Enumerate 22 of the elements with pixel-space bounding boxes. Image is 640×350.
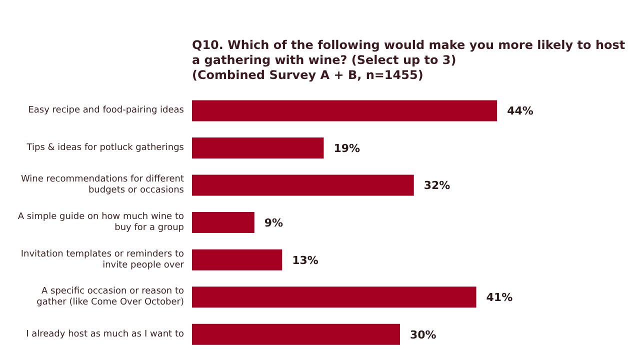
chart-title: Q10. Which of the following would make you more likely to host a gathering with wine? (Select up to 3) (Combined Survey A + B, n=1455) [192, 38, 626, 83]
bar [192, 286, 476, 308]
y-tick-label: A simple guide on how much wine to buy for a group [18, 212, 184, 234]
bar [192, 174, 414, 196]
data-label: 9% [264, 216, 284, 230]
y-tick-label: Easy recipe and food-pairing ideas [28, 106, 184, 116]
y-tick-label: A specific occasion or reason to gather (like Come Over October) [36, 287, 184, 308]
data-label: 44% [507, 104, 534, 118]
data-label: 32% [424, 179, 450, 192]
data-label: 41% [486, 291, 513, 304]
data-label: 19% [334, 142, 360, 155]
data-label: 30% [410, 328, 436, 342]
bar [192, 137, 324, 158]
data-label: 13% [292, 254, 318, 267]
y-tick-label: I already host as much as I want to [26, 330, 184, 340]
y-tick-label: Tips & ideas for potluck gatherings [26, 143, 184, 154]
bar [192, 212, 254, 234]
bar [192, 249, 282, 270]
bar [192, 100, 498, 122]
y-tick-label: Wine recommendations for different budgets or occasions [20, 175, 184, 196]
bar [192, 324, 400, 345]
y-tick-label: Invitation templates or reminders to invite people over [20, 250, 184, 271]
